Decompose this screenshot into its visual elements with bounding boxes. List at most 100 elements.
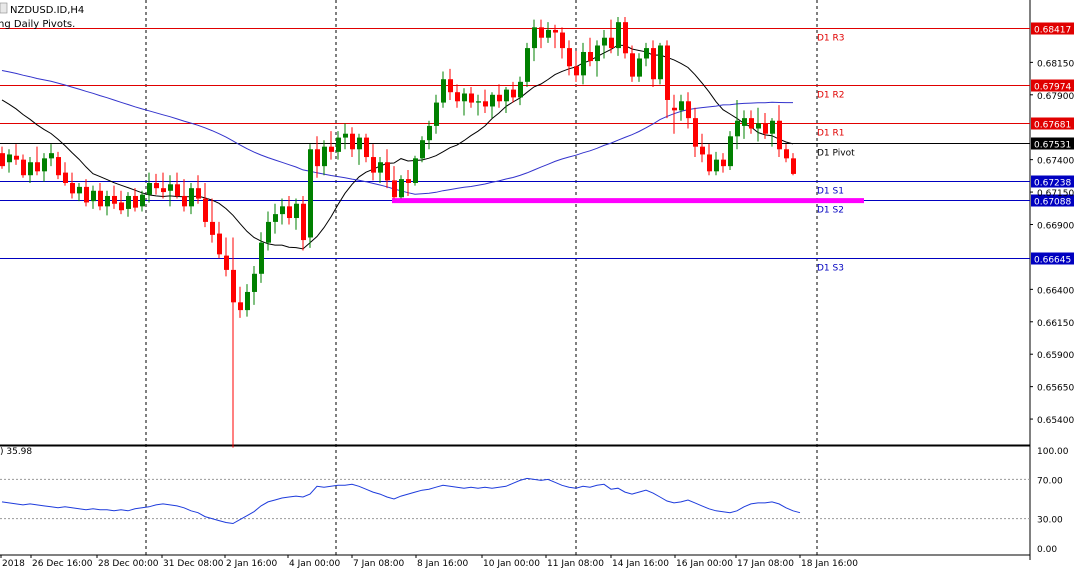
candle-body [147,182,152,195]
candle-body [427,125,432,141]
candle-body [77,186,82,194]
candle-body [770,120,775,134]
price-axis-label: 0.67900 [1037,92,1074,102]
candle-body [672,107,677,111]
candle-body [679,101,684,111]
candle-body [308,149,313,238]
rsi-layer [0,477,1030,525]
candle-body [217,233,222,255]
candle-body [224,255,229,270]
candle-body [294,203,299,219]
pivot-price-tag [1031,194,1074,207]
candle-body [700,146,705,155]
candle-body [504,89,509,102]
candle-body [609,37,614,49]
candle-body [749,118,754,129]
candle-body [567,48,572,67]
candle-body [364,137,369,158]
candle-body [441,79,446,103]
candle-body [140,194,145,207]
candle-body [259,242,264,274]
candle-body [784,149,789,159]
candle-body [273,214,278,222]
candle-body [462,93,467,102]
pivot-price-tag [1031,175,1074,188]
pivot-price-tag [1031,117,1074,130]
candle-body [553,29,558,33]
candle-body [182,195,187,207]
candle-body [413,158,418,183]
candle-body [581,51,586,76]
candle-body [539,27,544,38]
candle-body [287,206,292,219]
candle-body [336,137,341,152]
candle-body [525,48,530,82]
symbol-dropdown-icon[interactable] [0,2,8,14]
candle-body [588,51,593,62]
pivot-name-label: D1 S3 [817,264,844,274]
candle-body [21,159,26,176]
time-axis-label: 7 Jan 08:00 [353,559,405,569]
candle-body [245,291,250,311]
candle-body [98,190,103,207]
candle-body [490,94,495,107]
candle-body [378,162,383,173]
pivot-price-tag-text: 0.67531 [1034,141,1071,151]
candle-body [777,120,782,150]
candle-body [469,93,474,103]
candle-body [252,273,257,292]
candle-body [0,153,5,167]
time-axis-label: 17 Jan 08:00 [737,559,794,569]
pivot-price-tag-text: 0.67088 [1034,198,1071,208]
pivot-price-tag-text: 0.67681 [1034,121,1071,131]
candle-body [7,154,12,163]
grid-layer [0,0,1031,560]
time-axis-label: 2018 [2,559,25,569]
time-axis-label: 8 Jan 16:00 [417,559,469,569]
candle-body [35,162,40,172]
price-axis-label: 0.65900 [1037,351,1074,361]
axes-layer: 0.68417 0.67974 0.67681 0.67531 0.67238 0.670… [0,22,1074,569]
candle-body [742,118,747,126]
candle-body [602,37,607,46]
candle-body [714,159,719,172]
candle-body [756,123,761,129]
candle-body [238,302,243,311]
candle-body [350,133,355,150]
candle-body [84,186,89,203]
candle-body [791,158,796,174]
price-axis-label: 0.68150 [1037,59,1074,69]
rsi-line [1,477,801,525]
time-axis-label: 18 Jan 16:00 [801,559,858,569]
candle-body [119,202,124,211]
time-axis-label: 26 Dec 16:00 [32,559,93,569]
pivot-levels-layer: D1 R3 D1 R2 D1 R1 D1 Pivot D1 S1 D1 S2 D1 S3 [0,28,1030,274]
candle-body [616,22,621,49]
candle-body [28,162,33,176]
candle-body [266,221,271,243]
candle-body [175,184,180,196]
candle-body [231,269,236,303]
moving-averages-layer [1,44,794,250]
rsi-axis-label: 100.00 [1037,447,1069,457]
pivot-name-label: D1 S2 [817,206,844,216]
time-axis-label: 10 Jan 00:00 [483,559,540,569]
rsi-label: ) 35.98 [0,447,32,457]
candle-body [448,79,453,93]
candle-body [728,136,733,167]
candle-body [735,120,740,137]
candles-layer [0,16,796,448]
window-title: NZDUSD.ID,H4 [10,5,84,16]
candle-body [63,172,68,183]
candle-body [455,92,460,102]
candle-body [623,22,628,54]
candle-body [189,188,194,207]
candle-body [112,195,117,204]
candle-body [763,123,768,134]
candle-body [154,182,159,189]
price-axis-label: 0.66900 [1037,222,1074,232]
candle-body [532,27,537,49]
candle-body [665,45,670,100]
